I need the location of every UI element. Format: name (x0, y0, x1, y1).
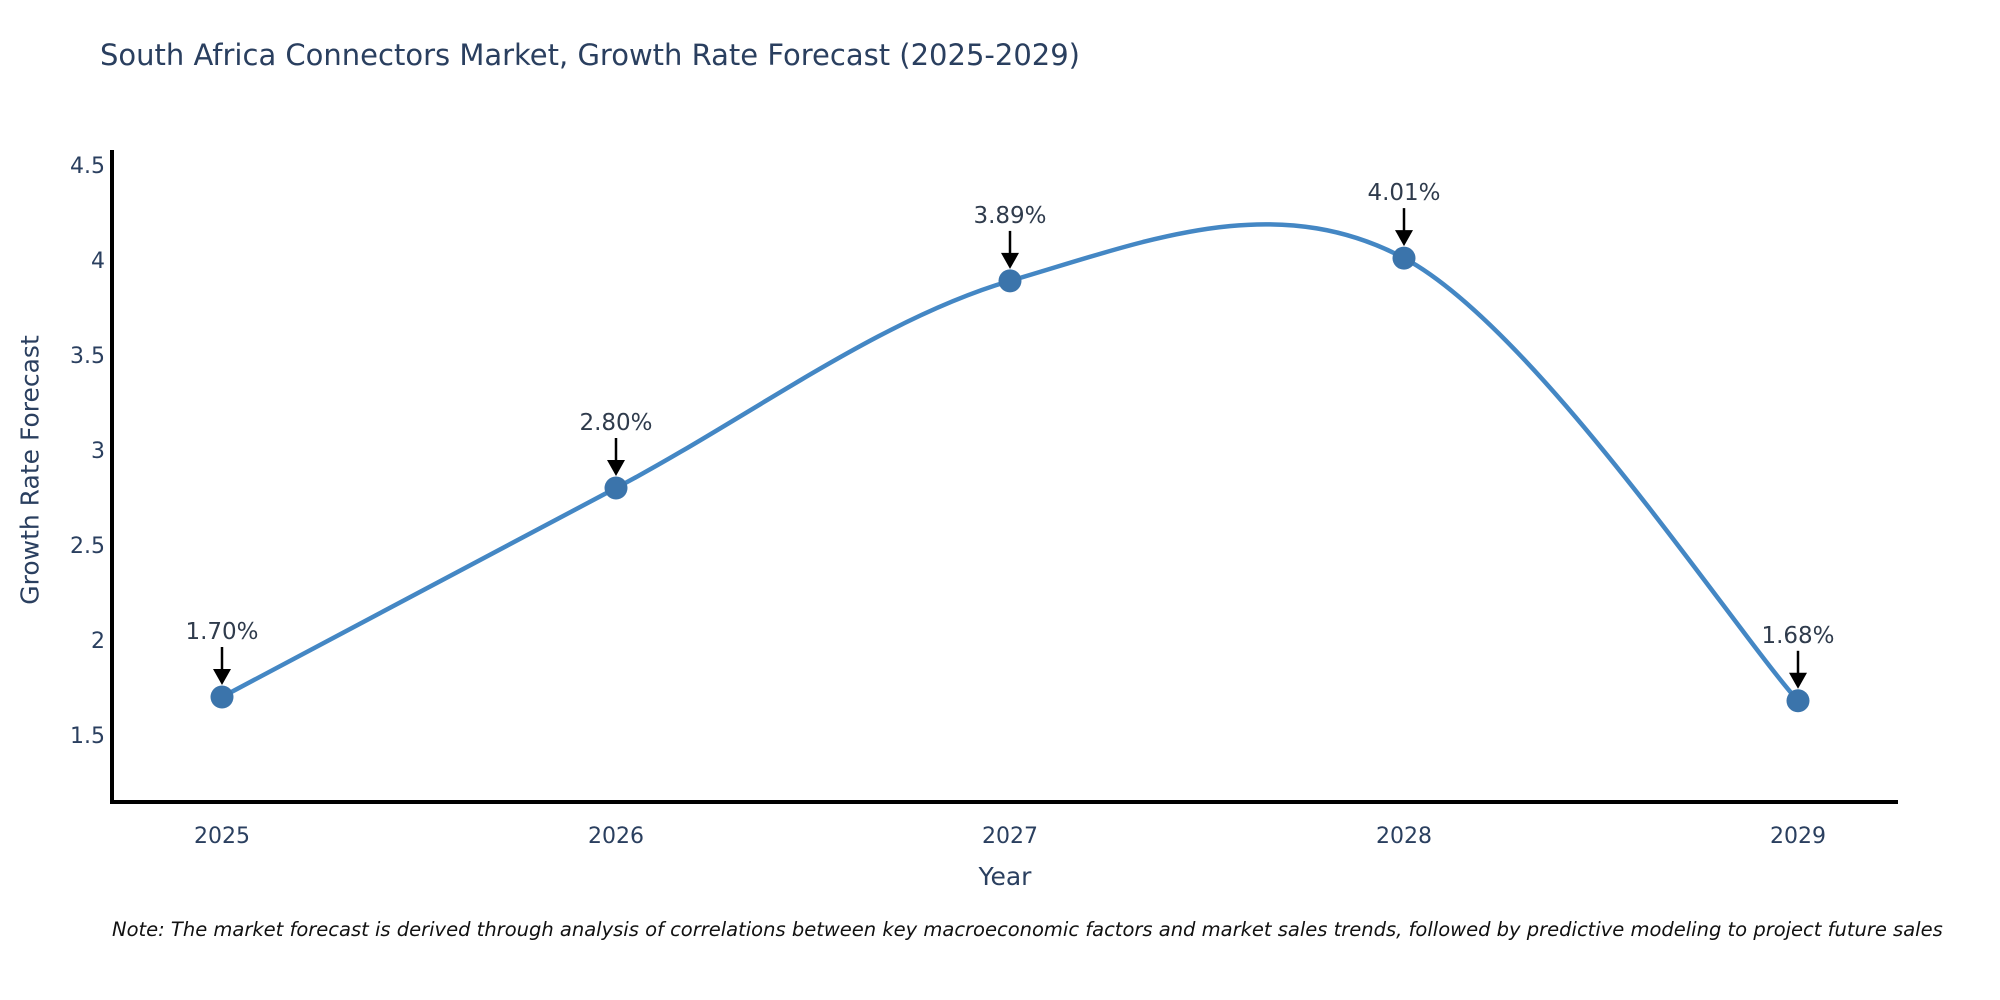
point-label: 1.68% (1761, 623, 1834, 649)
axis-lines (110, 150, 1898, 804)
y-tick-label: 2 (91, 629, 105, 654)
annotation-arrowhead-icon (1001, 252, 1019, 269)
footnote: Note: The market forecast is derived thr… (112, 918, 1943, 941)
data-point-marker (1392, 246, 1416, 270)
x-tick-label: 2028 (1376, 824, 1432, 849)
x-tick-label: 2025 (194, 824, 250, 849)
point-label: 4.01% (1367, 180, 1440, 206)
annotation-arrowhead-icon (213, 669, 231, 685)
y-tick-label: 3.5 (70, 344, 105, 369)
x-axis-title: Year (978, 862, 1032, 891)
point-label: 2.80% (579, 410, 652, 436)
y-tick-label: 4.5 (70, 154, 105, 179)
x-tick-label: 2026 (588, 824, 644, 849)
data-point-marker (210, 685, 234, 709)
y-tick-label: 3 (91, 439, 105, 464)
y-tick-label: 2.5 (70, 534, 105, 559)
point-label: 1.70% (185, 619, 258, 645)
y-tick-label: 4 (91, 249, 105, 274)
y-tick-label: 1.5 (70, 724, 105, 749)
point-label: 3.89% (973, 203, 1046, 229)
data-point-marker (998, 269, 1022, 293)
x-tick-label: 2029 (1770, 824, 1826, 849)
chart-title: South Africa Connectors Market, Growth R… (100, 38, 1080, 72)
annotation-arrowhead-icon (1789, 672, 1807, 689)
data-point-marker (1786, 689, 1810, 713)
annotation-arrowhead-icon (1395, 230, 1413, 247)
x-tick-label: 2027 (982, 824, 1038, 849)
annotation-arrowhead-icon (607, 460, 625, 476)
data-point-marker (604, 476, 628, 500)
forecast-line (220, 222, 1800, 703)
